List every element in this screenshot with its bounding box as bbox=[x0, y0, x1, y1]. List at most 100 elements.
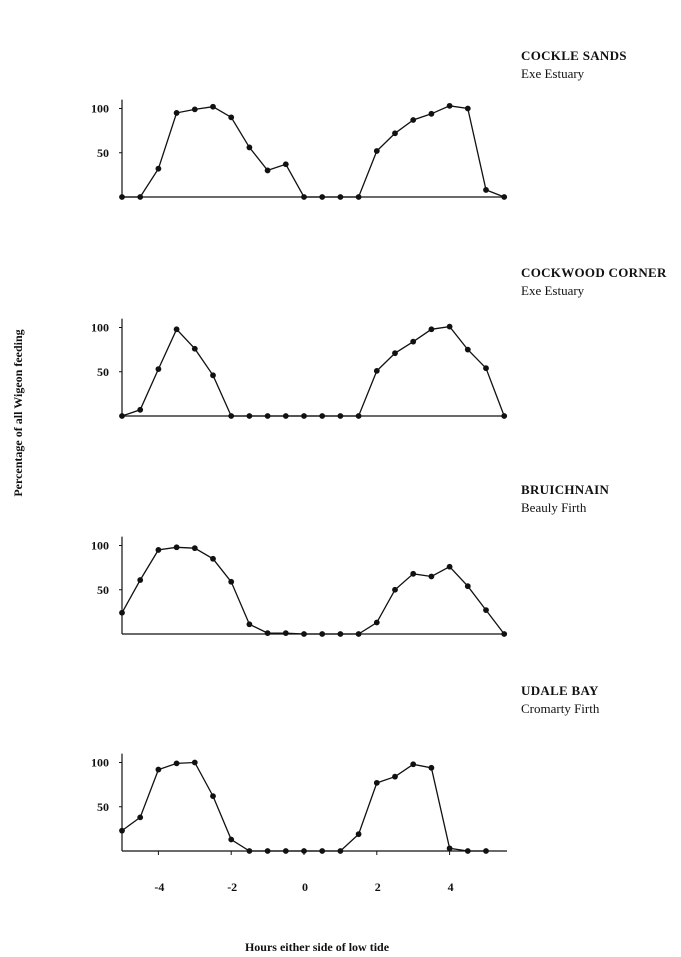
data-point bbox=[464, 848, 471, 854]
data-point bbox=[155, 766, 162, 773]
data-point bbox=[355, 631, 362, 637]
data-point bbox=[428, 764, 435, 771]
data-point bbox=[137, 406, 144, 413]
data-point bbox=[155, 165, 162, 172]
x-tick-label: 0 bbox=[302, 880, 308, 894]
series-line bbox=[122, 105, 505, 198]
data-point bbox=[446, 845, 453, 852]
data-point bbox=[319, 194, 326, 200]
series-line bbox=[121, 761, 486, 852]
y-tick-label: 50 bbox=[97, 583, 109, 597]
x-axis-title: Hours either side of low tide bbox=[245, 940, 390, 954]
data-point bbox=[210, 793, 216, 800]
data-point bbox=[428, 326, 435, 333]
data-point bbox=[464, 105, 471, 112]
data-point bbox=[392, 130, 398, 137]
panel-cockwood-corner: 50 100 COCKWOOD CORNER Exe Estuary bbox=[91, 265, 667, 419]
data-point bbox=[392, 773, 398, 780]
data-point bbox=[483, 607, 489, 614]
data-point bbox=[373, 779, 380, 786]
data-point bbox=[428, 110, 435, 117]
data-point bbox=[301, 413, 307, 419]
data-point bbox=[246, 848, 253, 854]
data-point bbox=[337, 848, 344, 854]
data-point bbox=[483, 848, 489, 854]
data-point bbox=[246, 144, 253, 151]
data-point bbox=[228, 114, 235, 121]
data-point bbox=[191, 759, 198, 766]
data-point bbox=[228, 578, 235, 585]
data-point bbox=[228, 836, 235, 843]
data-point bbox=[501, 194, 508, 200]
site-name-label: UDALE BAY bbox=[521, 683, 599, 698]
data-point bbox=[264, 848, 271, 854]
data-point bbox=[119, 194, 125, 200]
data-point bbox=[137, 577, 144, 583]
data-point bbox=[210, 555, 216, 562]
y-tick-label: 50 bbox=[97, 365, 109, 379]
data-point bbox=[319, 848, 326, 854]
data-point bbox=[119, 413, 125, 419]
data-point bbox=[173, 110, 180, 116]
data-point bbox=[191, 345, 198, 352]
data-point bbox=[483, 365, 489, 372]
data-point bbox=[282, 161, 289, 168]
data-point bbox=[501, 413, 508, 419]
series-line bbox=[121, 546, 505, 635]
x-tick-label: -2 bbox=[227, 880, 237, 894]
data-point bbox=[137, 194, 144, 200]
data-point bbox=[301, 631, 307, 637]
panel-udale-bay: 50 100 UDALE BAY Cromarty Firth bbox=[91, 683, 600, 854]
y-tick-label: 50 bbox=[97, 800, 109, 814]
x-tick-label: -4 bbox=[154, 880, 164, 894]
site-location-label: Exe Estuary bbox=[521, 66, 585, 81]
data-point bbox=[210, 103, 216, 110]
data-point bbox=[173, 544, 180, 551]
data-point bbox=[464, 346, 471, 353]
data-point bbox=[501, 631, 508, 637]
data-point bbox=[264, 630, 271, 637]
data-point bbox=[119, 827, 125, 834]
data-point bbox=[337, 631, 344, 637]
site-name-label: COCKLE SANDS bbox=[521, 48, 627, 63]
data-point bbox=[373, 148, 380, 154]
y-tick-label: 100 bbox=[91, 321, 109, 335]
data-point bbox=[410, 570, 417, 577]
data-point bbox=[282, 413, 289, 419]
data-point bbox=[246, 413, 253, 419]
data-point bbox=[319, 413, 326, 419]
data-point bbox=[428, 573, 435, 580]
data-point bbox=[337, 413, 344, 419]
data-point bbox=[410, 117, 417, 123]
data-point bbox=[373, 619, 380, 626]
data-point bbox=[228, 413, 235, 419]
data-point bbox=[191, 545, 198, 552]
data-point bbox=[464, 583, 471, 590]
data-point bbox=[210, 372, 216, 379]
data-point bbox=[246, 621, 253, 628]
site-location-label: Beauly Firth bbox=[521, 500, 587, 515]
data-point bbox=[301, 194, 307, 200]
series-line bbox=[121, 325, 505, 417]
data-point bbox=[446, 323, 453, 330]
site-name-label: COCKWOOD CORNER bbox=[521, 265, 667, 280]
x-axis: -4 -2 0 2 4 bbox=[154, 851, 454, 894]
y-axis-title: Percentage of all Wigeon feeding bbox=[11, 329, 25, 496]
y-tick-label: 100 bbox=[91, 539, 109, 553]
data-point bbox=[264, 167, 271, 174]
data-point bbox=[264, 413, 271, 419]
x-tick-label: 2 bbox=[375, 880, 381, 894]
data-point bbox=[446, 563, 453, 570]
y-tick-label: 50 bbox=[97, 146, 109, 160]
data-point bbox=[392, 586, 398, 593]
panel-cockle-sands: 50 100 COCKLE SANDS Exe Estuary bbox=[91, 48, 627, 200]
data-point bbox=[483, 187, 489, 193]
panels: 50 100 COCKLE SANDS Exe Estuary 50 100 COCKWOO… bbox=[91, 48, 667, 854]
data-point bbox=[282, 630, 289, 637]
data-point bbox=[119, 609, 125, 616]
data-point bbox=[446, 102, 453, 109]
panel-bruichnain: 50 100 BRUICHNAIN Beauly Firth bbox=[91, 482, 609, 637]
data-point bbox=[319, 631, 326, 637]
y-tick-label: 100 bbox=[91, 756, 109, 770]
data-point bbox=[355, 194, 362, 200]
